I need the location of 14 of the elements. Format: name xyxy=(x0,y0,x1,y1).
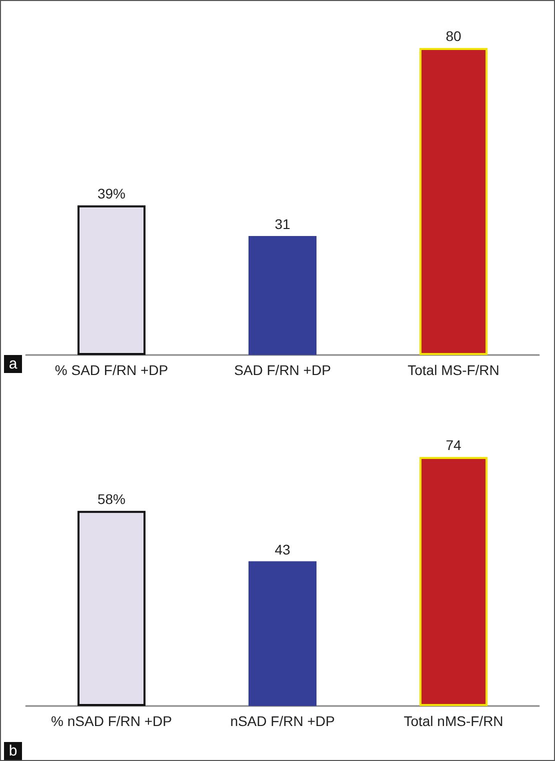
x-tick-label: % nSAD F/RN +DP xyxy=(51,713,172,729)
data-label: 74 xyxy=(446,437,462,453)
x-tick-label: Total nMS-F/RN xyxy=(404,713,504,729)
x-tick-label: nSAD F/RN +DP xyxy=(230,713,335,729)
data-label: 39% xyxy=(97,185,126,202)
data-label: 58% xyxy=(97,490,126,507)
data-label: 80 xyxy=(446,28,462,44)
data-label: 31 xyxy=(274,216,290,232)
x-tick-label: % SAD F/RN +DP xyxy=(54,362,168,378)
data-label: 43 xyxy=(274,541,290,558)
text: a xyxy=(8,356,18,372)
x-tick-label: Total MS-F/RN xyxy=(408,362,500,378)
text: b xyxy=(8,742,18,760)
x-tick-label: SAD F/RN +DP xyxy=(234,362,331,378)
